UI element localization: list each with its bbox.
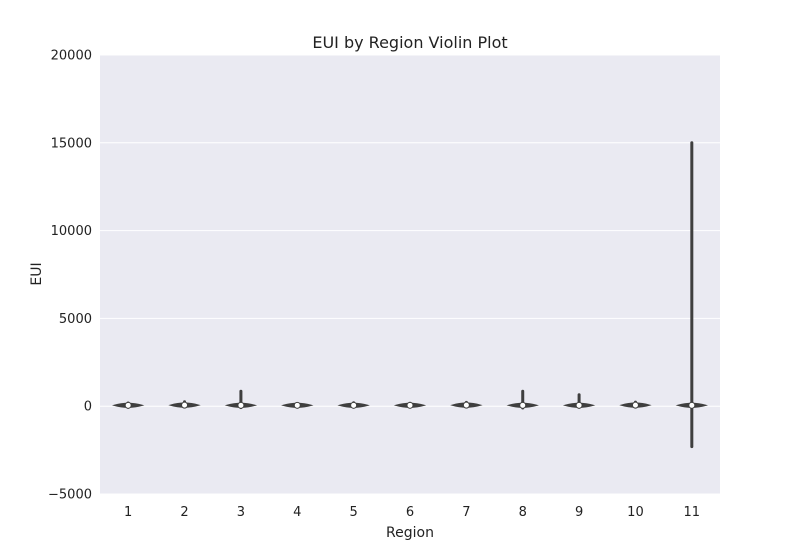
x-tick-label: 2	[180, 505, 188, 520]
x-axis-label: Region	[386, 525, 434, 541]
x-tick-label: 5	[349, 505, 357, 520]
x-tick-label: 7	[462, 505, 470, 520]
violin-region-10	[619, 400, 652, 409]
x-tick-label: 9	[575, 505, 583, 520]
y-tick-labels: −5000 0 5000 10000 15000 20000	[48, 49, 92, 503]
violin-median-marker	[462, 401, 470, 409]
violin-region-9	[562, 393, 596, 409]
x-tick-label: 3	[237, 505, 245, 520]
violin-region-1	[111, 401, 145, 409]
violin-median-marker	[181, 401, 189, 409]
x-tick-label: 1	[124, 505, 132, 520]
violin-median-marker	[519, 401, 527, 409]
y-tick-label: 5000	[59, 312, 92, 327]
violin-region-5	[337, 401, 370, 409]
violin-median-marker	[237, 401, 245, 409]
plot-area	[100, 55, 720, 494]
violin-region-2	[168, 400, 201, 409]
violin-region-7	[450, 400, 483, 409]
violins	[111, 141, 709, 449]
x-tick-label: 8	[519, 505, 527, 520]
y-tick-label: 20000	[51, 49, 92, 64]
violin-region-6	[393, 401, 427, 409]
y-tick-label: 15000	[51, 136, 92, 151]
x-tick-label: 6	[406, 505, 414, 520]
violin-region-8	[506, 389, 539, 410]
y-tick-label: 0	[84, 400, 92, 415]
grid-lines	[100, 54, 720, 495]
chart-title: EUI by Region Violin Plot	[312, 33, 507, 52]
violin-region-3	[224, 389, 258, 410]
violin-median-marker	[631, 401, 639, 409]
x-tick-label: 11	[684, 505, 701, 520]
violin-median-marker	[293, 401, 301, 409]
y-tick-label: −5000	[48, 488, 92, 503]
violin-median-marker	[124, 401, 132, 409]
x-tick-label: 10	[627, 505, 644, 520]
y-axis-label: EUI	[29, 262, 45, 285]
violin-median-marker	[406, 401, 414, 409]
violin-region-11	[675, 141, 709, 449]
x-tick-labels: 1 2 3 4 5 6 7 8 9 10 11	[124, 505, 700, 520]
violin-median-marker	[350, 401, 358, 409]
y-tick-label: 10000	[51, 224, 92, 239]
violin-median-marker	[688, 401, 696, 409]
violin-median-marker	[575, 401, 583, 409]
x-tick-label: 4	[293, 505, 301, 520]
violin-region-4	[281, 401, 314, 409]
